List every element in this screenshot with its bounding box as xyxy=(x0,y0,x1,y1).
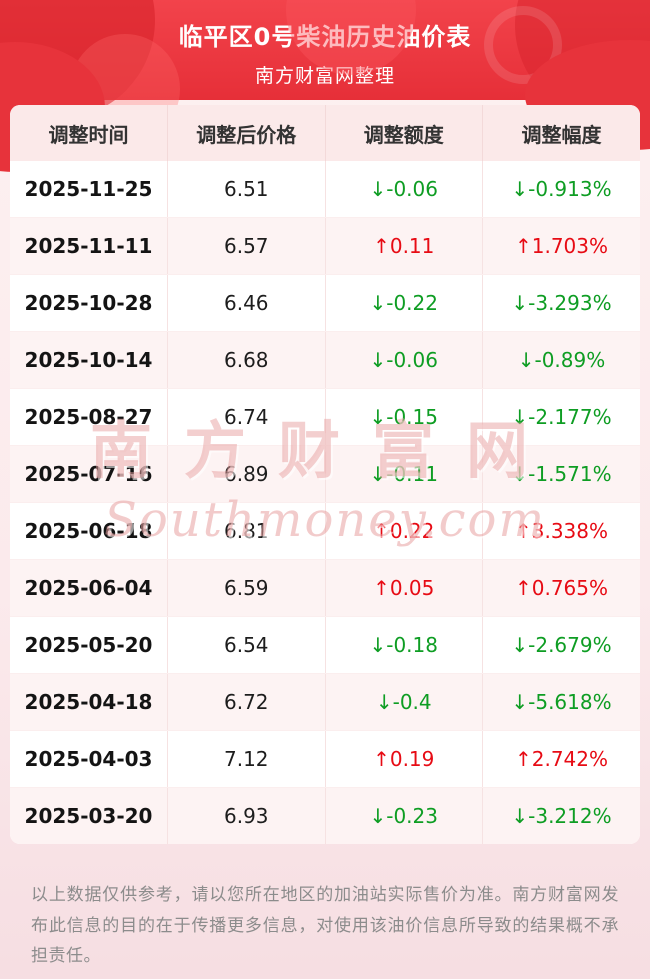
table-row: 2025-11-11 6.57 ↑0.11 ↑1.703% xyxy=(10,217,640,275)
adjust-date: 2025-11-11 xyxy=(10,217,168,275)
table-row: 2025-05-20 6.54 ↓-0.18 ↓-2.679% xyxy=(10,616,640,674)
adjust-date: 2025-04-03 xyxy=(10,730,168,788)
adjust-price: 6.93 xyxy=(167,787,326,844)
disclaimer-text: 以上数据仅供参考，请以您所在地区的加油站实际售价为准。南方财富网发布此信息的目的… xyxy=(31,885,619,967)
table-row: 2025-07-16 6.89 ↓-0.11 ↓-1.571% xyxy=(10,445,640,503)
adjust-date: 2025-07-16 xyxy=(10,445,168,503)
adjust-percent: ↑3.338% xyxy=(482,502,640,560)
adjust-percent: ↓-5.618% xyxy=(482,673,640,731)
adjust-change: ↓-0.23 xyxy=(325,787,483,844)
adjust-price: 6.81 xyxy=(167,502,326,560)
adjust-price: 6.68 xyxy=(167,331,326,389)
page-subtitle: 南方财富网整理 xyxy=(254,65,395,87)
adjust-price: 6.74 xyxy=(167,388,326,446)
adjust-change: ↓-0.06 xyxy=(325,331,483,389)
adjust-price: 6.57 xyxy=(167,217,326,275)
adjust-change: ↑0.05 xyxy=(325,559,483,617)
table-row: 2025-04-03 7.12 ↑0.19 ↑2.742% xyxy=(10,730,640,788)
adjust-percent: ↓-2.679% xyxy=(482,616,640,674)
adjust-date: 2025-10-28 xyxy=(10,274,168,332)
price-table-card: 调整时间 调整后价格 调整额度 调整幅度 2025-11-25 6.51 ↓-0… xyxy=(10,105,640,844)
adjust-date: 2025-04-18 xyxy=(10,673,168,731)
adjust-date: 2025-10-14 xyxy=(10,331,168,389)
table-row: 2025-10-28 6.46 ↓-0.22 ↓-3.293% xyxy=(10,274,640,332)
adjust-percent: ↓-3.293% xyxy=(482,274,640,332)
table-header-row: 调整时间 调整后价格 调整额度 调整幅度 xyxy=(10,105,640,161)
page-header: 临平区0号柴油历史油价表 南方财富网整理 xyxy=(0,0,650,172)
adjust-price: 6.54 xyxy=(167,616,326,674)
adjust-date: 2025-11-25 xyxy=(10,161,168,218)
adjust-change: ↓-0.18 xyxy=(325,616,483,674)
adjust-change: ↑0.19 xyxy=(325,730,483,788)
adjust-percent: ↑2.742% xyxy=(482,730,640,788)
adjust-change: ↓-0.06 xyxy=(325,161,483,218)
adjust-change: ↓-0.22 xyxy=(325,274,483,332)
adjust-date: 2025-03-20 xyxy=(10,787,168,844)
adjust-percent: ↓-2.177% xyxy=(482,388,640,446)
adjust-percent: ↓-0.913% xyxy=(482,161,640,218)
adjust-change: ↓-0.15 xyxy=(325,388,483,446)
adjust-change: ↓-0.4 xyxy=(325,673,483,731)
table-row: 2025-03-20 6.93 ↓-0.23 ↓-3.212% xyxy=(10,787,640,844)
adjust-change: ↓-0.11 xyxy=(325,445,483,503)
adjust-date: 2025-06-18 xyxy=(10,502,168,560)
adjust-percent: ↑1.703% xyxy=(482,217,640,275)
page-footer: 以上数据仅供参考，请以您所在地区的加油站实际售价为准。南方财富网发布此信息的目的… xyxy=(0,880,650,972)
adjust-price: 7.12 xyxy=(167,730,326,788)
price-table: 调整时间 调整后价格 调整额度 调整幅度 2025-11-25 6.51 ↓-0… xyxy=(10,105,640,844)
adjust-change: ↑0.22 xyxy=(325,502,483,560)
adjust-price: 6.59 xyxy=(167,559,326,617)
table-row: 2025-06-18 6.81 ↑0.22 ↑3.338% xyxy=(10,502,640,560)
table-row: 2025-10-14 6.68 ↓-0.06 ↓-0.89% xyxy=(10,331,640,389)
column-header-change: 调整额度 xyxy=(325,105,483,161)
adjust-date: 2025-06-04 xyxy=(10,559,168,617)
adjust-price: 6.51 xyxy=(167,161,326,218)
page-title: 临平区0号柴油历史油价表 xyxy=(178,23,472,51)
table-row: 2025-11-25 6.51 ↓-0.06 ↓-0.913% xyxy=(10,161,640,218)
adjust-percent: ↓-3.212% xyxy=(482,787,640,844)
adjust-percent: ↑0.765% xyxy=(482,559,640,617)
adjust-date: 2025-08-27 xyxy=(10,388,168,446)
table-row: 2025-06-04 6.59 ↑0.05 ↑0.765% xyxy=(10,559,640,617)
adjust-change: ↑0.11 xyxy=(325,217,483,275)
column-header-date: 调整时间 xyxy=(10,105,168,161)
adjust-date: 2025-05-20 xyxy=(10,616,168,674)
table-row: 2025-04-18 6.72 ↓-0.4 ↓-5.618% xyxy=(10,673,640,731)
adjust-price: 6.72 xyxy=(167,673,326,731)
adjust-price: 6.89 xyxy=(167,445,326,503)
column-header-price: 调整后价格 xyxy=(167,105,326,161)
table-row: 2025-08-27 6.74 ↓-0.15 ↓-2.177% xyxy=(10,388,640,446)
adjust-percent: ↓-0.89% xyxy=(482,331,640,389)
adjust-price: 6.46 xyxy=(167,274,326,332)
column-header-percent: 调整幅度 xyxy=(482,105,640,161)
adjust-percent: ↓-1.571% xyxy=(482,445,640,503)
